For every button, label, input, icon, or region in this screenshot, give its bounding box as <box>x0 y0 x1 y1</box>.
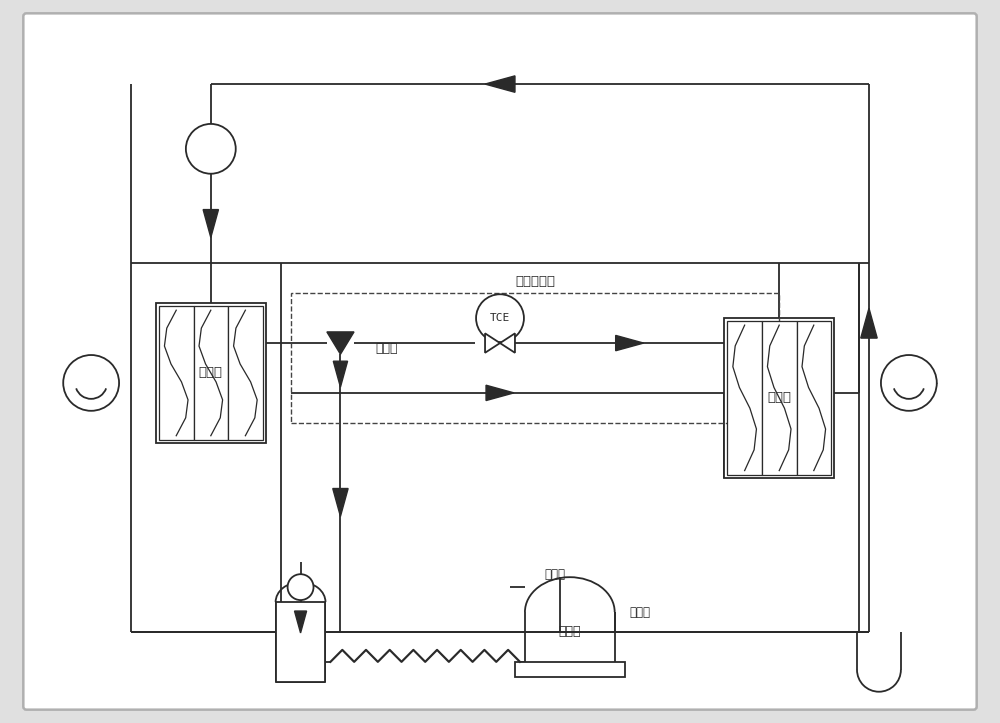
Polygon shape <box>861 308 877 338</box>
Bar <box>156 303 266 442</box>
Polygon shape <box>333 489 348 516</box>
Text: 冷凝器: 冷凝器 <box>199 367 223 380</box>
Bar <box>727 321 762 474</box>
Circle shape <box>186 124 236 174</box>
Circle shape <box>476 294 524 342</box>
Bar <box>515 662 625 677</box>
Bar <box>291 294 779 423</box>
Text: 三通阀: 三通阀 <box>375 341 398 354</box>
Bar <box>159 307 194 440</box>
Circle shape <box>63 355 119 411</box>
Text: 蒸发器: 蒸发器 <box>767 391 791 404</box>
Polygon shape <box>485 76 515 93</box>
Bar <box>194 307 228 440</box>
Polygon shape <box>486 385 514 401</box>
Text: 电子膨胀阀: 电子膨胀阀 <box>515 275 555 288</box>
Text: 压缩机: 压缩机 <box>559 625 581 638</box>
Polygon shape <box>203 210 218 237</box>
Polygon shape <box>485 333 500 353</box>
Bar <box>762 321 797 474</box>
Polygon shape <box>327 332 354 354</box>
Bar <box>724 318 834 478</box>
Bar <box>797 321 831 474</box>
Polygon shape <box>333 362 348 387</box>
Text: 排气口: 排气口 <box>545 568 566 581</box>
Polygon shape <box>500 333 515 353</box>
Circle shape <box>288 574 314 600</box>
Polygon shape <box>295 611 307 633</box>
Bar <box>228 307 263 440</box>
FancyBboxPatch shape <box>23 13 977 710</box>
Polygon shape <box>616 335 644 351</box>
Circle shape <box>881 355 937 411</box>
Text: 吸气口: 吸气口 <box>630 606 651 619</box>
Text: TCE: TCE <box>490 313 510 323</box>
Bar <box>276 602 325 682</box>
